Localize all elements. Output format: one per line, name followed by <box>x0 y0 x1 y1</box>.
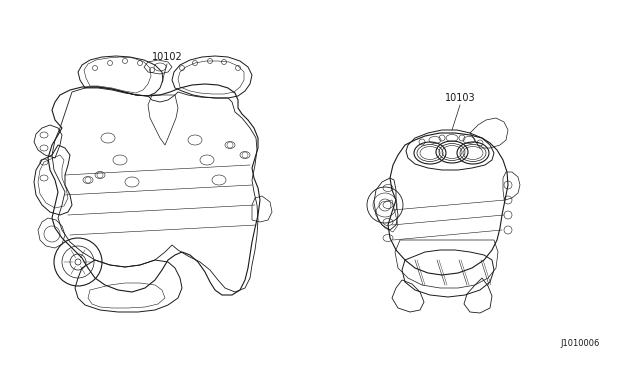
Text: 10103: 10103 <box>445 93 476 103</box>
Text: 10102: 10102 <box>152 52 182 62</box>
Text: J1010006: J1010006 <box>561 339 600 348</box>
